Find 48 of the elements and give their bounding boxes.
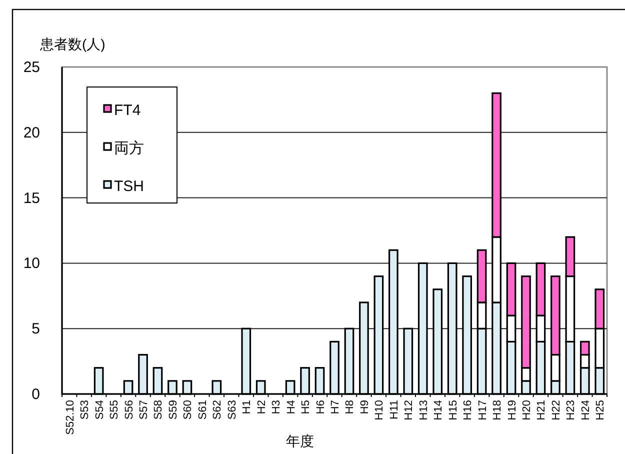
xtick-label: H20 xyxy=(520,400,533,420)
xtick-label: H17 xyxy=(476,400,489,420)
xtick-label: S53 xyxy=(79,400,92,420)
xtick-label: S59 xyxy=(167,400,180,420)
xtick-label: H8 xyxy=(344,400,356,414)
legend-label: FT4 xyxy=(114,102,141,119)
xtick-label: H23 xyxy=(565,400,578,420)
xtick-label: S60 xyxy=(182,400,194,420)
xtick-label: S54 xyxy=(94,400,106,420)
xtick-label: S57 xyxy=(138,400,150,420)
xtick-label: H11 xyxy=(388,400,400,420)
xtick-label: H3 xyxy=(270,400,283,414)
xtick-label: S52.10 xyxy=(64,400,76,435)
legend-label: 両方 xyxy=(114,140,144,157)
xtick-label: H24 xyxy=(580,400,592,420)
xtick-label: H5 xyxy=(300,400,312,414)
xtick-label: S63 xyxy=(226,400,238,420)
xtick-label: H1 xyxy=(241,400,254,414)
ytick-label: 25 xyxy=(23,59,40,76)
legend-label: TSH xyxy=(114,178,144,195)
xtick-label: H18 xyxy=(492,400,504,420)
xtick-label: H16 xyxy=(462,400,474,420)
xtick-label: S61 xyxy=(196,400,209,420)
ytick-label: 5 xyxy=(32,320,40,338)
xtick-label: H15 xyxy=(447,400,460,420)
xtick-label: H2 xyxy=(256,400,268,414)
xtick-label: H12 xyxy=(403,400,416,420)
ylabel: 患者数(人) xyxy=(40,36,106,52)
xtick-label: H10 xyxy=(374,400,386,420)
xtick-label: S55 xyxy=(108,400,121,420)
xtick-label: H4 xyxy=(285,400,298,414)
ytick-label: 15 xyxy=(23,190,40,207)
ytick-label: 0 xyxy=(32,386,40,403)
xtick-label: S56 xyxy=(123,400,136,420)
ytick-label: 20 xyxy=(23,124,40,142)
xtick-label: H13 xyxy=(418,400,430,420)
xlabel: 年度 xyxy=(286,433,314,449)
xtick-label: H9 xyxy=(358,400,371,414)
xtick-label: H14 xyxy=(432,400,445,420)
xtick-label: H22 xyxy=(550,400,562,420)
xtick-label: H21 xyxy=(536,400,548,420)
ytick-label: 10 xyxy=(23,255,40,272)
xtick-label: H25 xyxy=(594,400,607,420)
xtick-label: H7 xyxy=(330,400,342,414)
xtick-label: S62 xyxy=(212,400,224,420)
xtick-label: H6 xyxy=(314,400,327,414)
xtick-label: H19 xyxy=(506,400,518,420)
xtick-label: S58 xyxy=(152,400,165,420)
